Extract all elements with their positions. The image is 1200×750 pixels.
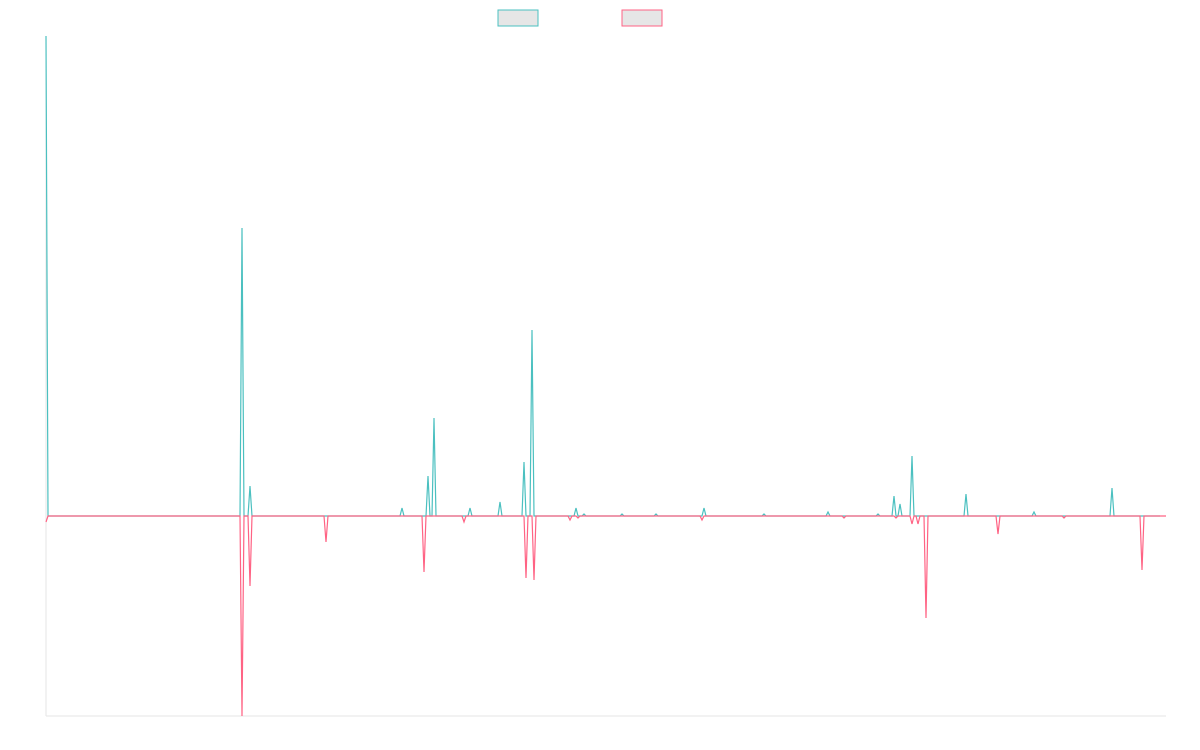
series-layer [45,35,1166,717]
legend [497,9,663,27]
legend-swatch-series-2 [621,9,663,27]
legend-swatch-series-1 [497,9,539,27]
series-2-line [45,515,1166,717]
series-1-line [45,35,1160,517]
axes [45,36,1166,717]
